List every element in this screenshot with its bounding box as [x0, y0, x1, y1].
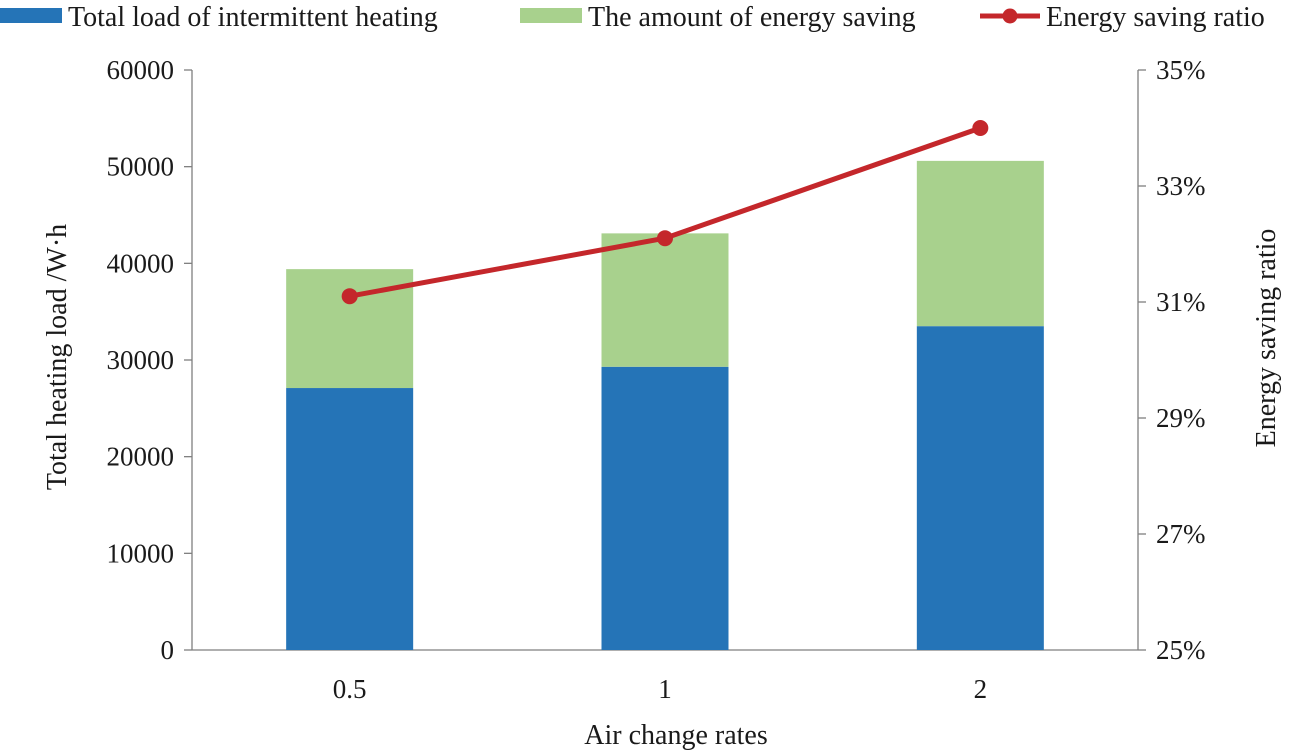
y-axis-title: Total heating load /W·h: [42, 224, 73, 490]
ratio-point: [657, 230, 673, 247]
legend-label-energy-saving: The amount of energy saving: [588, 2, 916, 33]
bar-total-load: [601, 366, 729, 650]
y-tick-label: 0: [161, 635, 175, 665]
bars: [286, 160, 1044, 650]
legend-swatch-total-load: [0, 8, 62, 23]
bar-energy-saving: [916, 160, 1044, 327]
y2-tick-label: 33%: [1156, 171, 1206, 201]
x-axis-ticks: 0.5 1 2: [333, 674, 987, 704]
ratio-series: [341, 120, 989, 305]
y-tick-label: 30000: [107, 345, 175, 375]
bar-total-load: [286, 388, 414, 650]
y2-axis-title: Energy saving ratio: [1251, 229, 1282, 448]
y-axis-ticks: 0 10000 20000 30000 40000 50000 60000: [107, 55, 192, 665]
y2-tick-label: 25%: [1156, 635, 1206, 665]
legend-marker-saving-ratio: [1002, 8, 1018, 24]
x-tick-label: 0.5: [333, 674, 367, 704]
legend-label-total-load: Total load of intermittent heating: [68, 2, 438, 33]
legend-swatch-energy-saving: [520, 8, 582, 23]
y2-axis-ticks: 25% 27% 29% 31% 33% 35%: [1138, 55, 1206, 665]
y-tick-label: 40000: [107, 248, 175, 278]
y-tick-label: 10000: [107, 538, 175, 568]
legend: Total load of intermittent heating The a…: [0, 2, 1265, 33]
x-axis-title: Air change rates: [584, 720, 767, 751]
ratio-point: [972, 120, 989, 136]
x-tick-label: 1: [658, 674, 672, 704]
y-tick-label: 60000: [107, 55, 175, 85]
y2-tick-label: 27%: [1156, 519, 1206, 549]
y-tick-label: 50000: [107, 152, 175, 182]
y2-tick-label: 31%: [1156, 287, 1206, 317]
ratio-point: [341, 288, 358, 305]
bar-total-load: [916, 326, 1044, 650]
x-tick-label: 2: [974, 674, 988, 704]
bar-energy-saving: [601, 233, 729, 367]
y2-tick-label: 29%: [1156, 403, 1206, 433]
y-tick-label: 20000: [107, 442, 175, 472]
legend-label-saving-ratio: Energy saving ratio: [1046, 2, 1265, 33]
y2-tick-label: 35%: [1156, 55, 1206, 85]
